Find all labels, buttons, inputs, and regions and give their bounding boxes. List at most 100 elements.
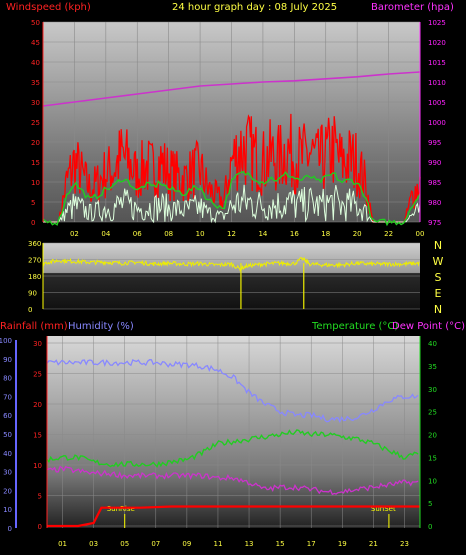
- dewpoint-axis-title: Dew Point (°C): [392, 321, 465, 332]
- temperature-axis-title: Temperature (°C): [311, 321, 398, 332]
- thermo-x-tick-label: 01: [58, 540, 67, 548]
- humidity-tick-label: 60: [3, 412, 12, 420]
- windspeed-tick-label: 15: [31, 159, 40, 167]
- wind-x-tick-label: 02: [70, 230, 79, 238]
- humidity-tick-label: 100: [0, 337, 12, 345]
- direction-panel-plot: [42, 256, 420, 309]
- barometer-tick-label: 1000: [428, 119, 446, 127]
- humidity-tick-label: 30: [3, 469, 12, 477]
- barometer-tick-label: 980: [428, 199, 441, 207]
- temperature-tick-label: 25: [428, 409, 437, 417]
- wind-x-tick-label: 14: [258, 230, 267, 238]
- wind-x-tick-label: 12: [227, 230, 236, 238]
- barometer-tick-label: 1010: [428, 79, 446, 87]
- temperature-tick-label: 10: [428, 477, 437, 485]
- wind-x-tick-label: 06: [133, 230, 142, 238]
- wind-x-tick-label: 16: [290, 230, 299, 238]
- humidity-axis-title: Humidity (%): [68, 321, 134, 332]
- rain-tick-label: 20: [33, 401, 42, 409]
- humidity-tick-label: 80: [3, 375, 12, 383]
- temperature-tick-label: 15: [428, 454, 437, 462]
- thermo-x-tick-label: 05: [120, 540, 129, 548]
- thermo-x-tick-label: 07: [151, 540, 160, 548]
- barometer-axis-title: Barometer (hpa): [371, 2, 454, 13]
- temperature-tick-label: 5: [428, 500, 432, 508]
- thermo-panel-grid: [47, 336, 420, 528]
- barometer-tick-label: 990: [428, 159, 441, 167]
- direction-tick-label: 270: [28, 257, 41, 265]
- windspeed-tick-label: 45: [31, 39, 40, 47]
- barometer-tick-label: 1020: [428, 39, 446, 47]
- barometer-tick-label: 1025: [428, 19, 446, 27]
- temperature-tick-label: 20: [428, 432, 437, 440]
- thermo-panel-background: [47, 336, 420, 528]
- barometer-tick-label: 985: [428, 179, 441, 187]
- humidity-tick-label: 50: [3, 431, 12, 439]
- compass-label: N: [434, 303, 442, 316]
- direction-tick-label: 90: [28, 290, 37, 298]
- windspeed-min-series: [43, 184, 421, 224]
- compass-label: S: [435, 271, 442, 284]
- windspeed-axis-title: Windspeed (kph): [6, 2, 91, 13]
- rain-tick-label: 0: [38, 523, 42, 531]
- barometer-tick-label: 1015: [428, 59, 446, 67]
- thermo-x-tick-label: 19: [338, 540, 347, 548]
- wind-x-tick-label: 08: [164, 230, 173, 238]
- rain-tick-label: 15: [33, 432, 42, 440]
- rain-tick-label: 5: [38, 493, 42, 501]
- wind-x-tick-label: 00: [416, 230, 425, 238]
- thermo-panel-ticks: 0102030405060708090100051015202530051015…: [0, 337, 437, 548]
- sun-marker-label: SunRise: [107, 505, 135, 513]
- temperature-tick-label: 0: [428, 523, 432, 531]
- temperature-tick-label: 30: [428, 386, 437, 394]
- humidity-tick-label: 10: [3, 506, 12, 514]
- barometer-series: [42, 71, 421, 107]
- rain-tick-label: 25: [33, 371, 42, 379]
- thermo-x-tick-label: 21: [369, 540, 378, 548]
- wind-x-tick-label: 18: [321, 230, 330, 238]
- thermo-x-tick-label: 09: [182, 540, 191, 548]
- direction-panel-grid: [43, 242, 420, 310]
- humidity-series: [46, 358, 419, 423]
- compass-label: E: [435, 287, 442, 300]
- windspeed-tick-label: 10: [31, 179, 40, 187]
- windspeed-tick-label: 25: [31, 119, 40, 127]
- windspeed-series: [43, 113, 421, 223]
- temperature-tick-label: 40: [428, 340, 437, 348]
- windspeed-tick-label: 20: [31, 139, 40, 147]
- barometer-tick-label: 995: [428, 139, 441, 147]
- wind-x-tick-label: 20: [353, 230, 362, 238]
- direction-tick-label: 0: [28, 306, 32, 314]
- humidity-tick-label: 0: [8, 525, 12, 533]
- windspeed-tick-label: 40: [31, 59, 40, 67]
- chart-title: 24 hour graph day : 08 July 2025: [172, 2, 337, 13]
- barometer-tick-label: 1005: [428, 99, 446, 107]
- windspeed-tick-label: 30: [31, 99, 40, 107]
- dewpoint-series: [46, 465, 419, 496]
- wind-x-tick-label: 22: [384, 230, 393, 238]
- thermo-x-tick-label: 13: [245, 540, 254, 548]
- temperature-tick-label: 35: [428, 363, 437, 371]
- humidity-tick-label: 20: [3, 487, 12, 495]
- wind-x-tick-label: 04: [101, 230, 110, 238]
- rainfall-axis-title: Rainfall (mm): [0, 321, 68, 332]
- thermo-x-tick-label: 17: [307, 540, 316, 548]
- temperature-series: [46, 429, 419, 469]
- windspeed-tick-label: 35: [31, 79, 40, 87]
- humidity-tick-label: 90: [3, 356, 12, 364]
- rain-tick-label: 30: [33, 340, 42, 348]
- windspeed-tick-label: 5: [31, 199, 35, 207]
- thermo-panel-plot: SunRise SunSet: [46, 358, 420, 528]
- barometer-tick-label: 975: [428, 219, 441, 227]
- humidity-tick-label: 40: [3, 450, 12, 458]
- sun-marker-label: SunSet: [371, 505, 396, 513]
- thermo-x-tick-label: 03: [89, 540, 98, 548]
- wind-x-tick-label: 10: [196, 230, 205, 238]
- direction-tick-label: 360: [28, 240, 41, 248]
- windspeed-average-series: [42, 170, 421, 227]
- compass-label: N: [434, 239, 442, 252]
- rain-tick-label: 10: [33, 462, 42, 470]
- windspeed-tick-label: 0: [31, 219, 35, 227]
- thermo-x-tick-label: 15: [276, 540, 285, 548]
